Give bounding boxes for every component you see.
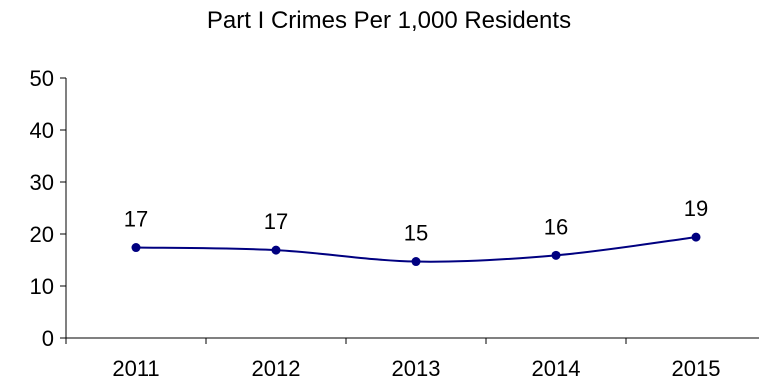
x-tick-label: 2014 [532,356,581,381]
data-label: 19 [684,196,708,221]
x-tick-label: 2013 [392,356,441,381]
data-point [271,245,281,255]
data-label: 17 [264,209,288,234]
y-tick-label: 0 [42,326,54,351]
y-tick-label: 30 [30,170,54,195]
x-tick-label: 2011 [112,356,159,381]
y-tick-label: 20 [30,222,54,247]
x-tick-label: 2012 [252,356,301,381]
data-label: 15 [404,221,428,246]
data-point [411,257,421,267]
data-point [551,250,561,260]
data-point [691,232,701,242]
chart-title: Part I Crimes Per 1,000 Residents [207,7,571,34]
x-tick-label: 2015 [672,356,721,381]
data-point [131,243,141,253]
plot-area: 0 10 20 30 40 50 2011 2012 2013 2014 2015 17 17 15 16 1… [30,66,759,381]
y-tick-label: 10 [30,274,54,299]
y-tick-label: 40 [30,118,54,143]
data-label: 16 [544,214,568,239]
data-label: 17 [124,207,148,232]
y-tick-label: 50 [30,66,54,91]
